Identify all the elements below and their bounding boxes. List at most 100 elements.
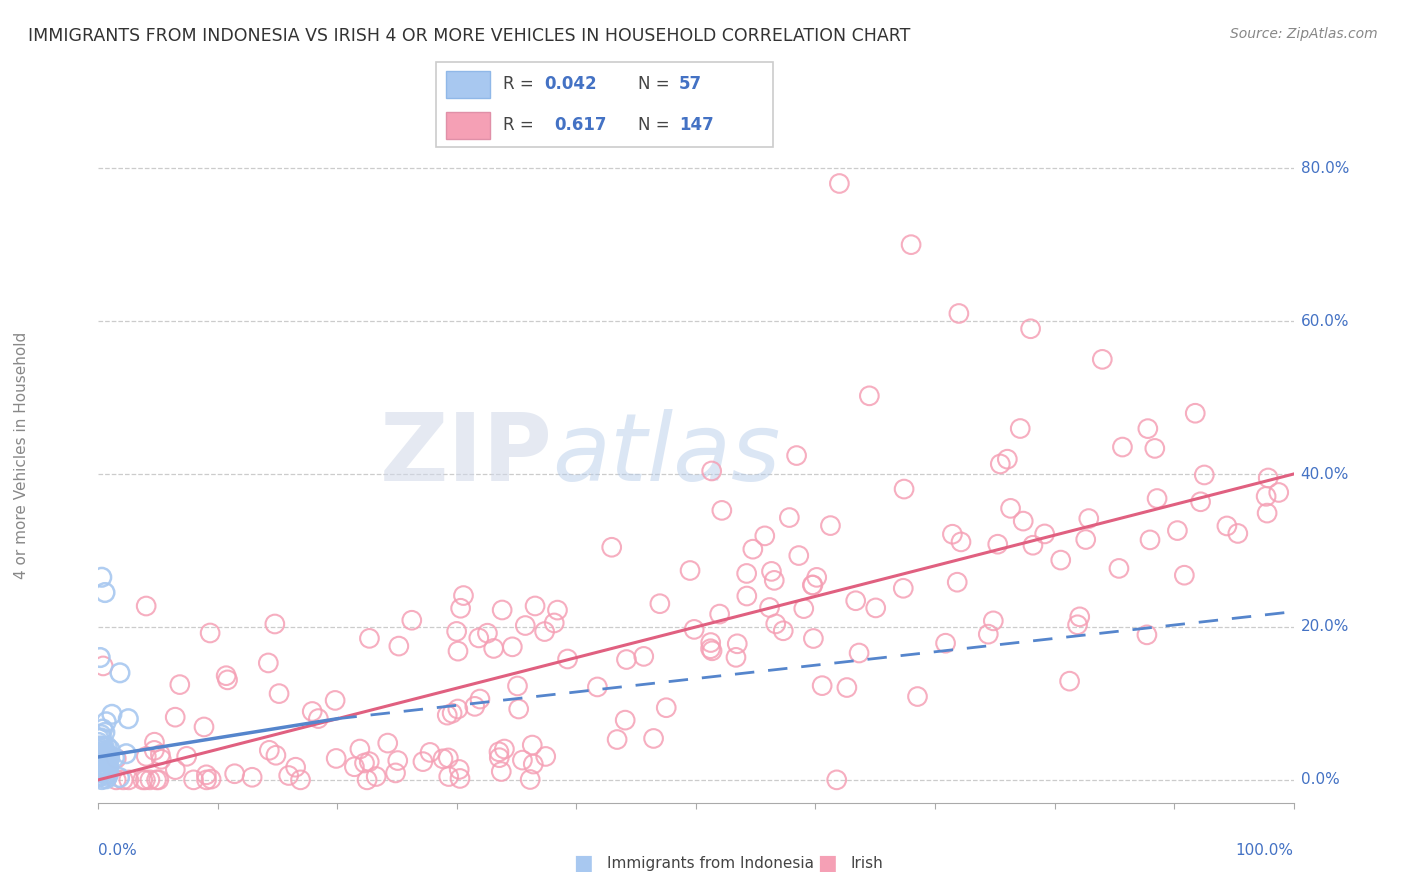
Point (941, 527, 963, 541)
Point (557, 652, 579, 666)
Point (98, 749, 121, 764)
Point (437, 770, 460, 784)
Point (97, 762, 120, 776)
Point (1108, 561, 1130, 575)
Point (778, 510, 800, 524)
Text: N =: N = (638, 76, 675, 94)
Text: ■: ■ (817, 854, 837, 873)
Text: Immigrants from Indonesia: Immigrants from Indonesia (607, 856, 814, 871)
Point (491, 764, 513, 779)
Point (96, 761, 118, 775)
Point (115, 747, 138, 761)
Point (87, 761, 110, 775)
Point (491, 603, 513, 617)
Point (267, 687, 290, 701)
Point (786, 449, 808, 463)
Text: Source: ZipAtlas.com: Source: ZipAtlas.com (1230, 27, 1378, 41)
Point (90, 731, 112, 745)
Point (307, 712, 329, 726)
Point (89, 753, 111, 767)
Point (1010, 421, 1032, 435)
Point (1059, 674, 1081, 689)
Point (94, 756, 117, 770)
Point (900, 237, 922, 252)
Point (1136, 628, 1159, 642)
Point (87, 740, 110, 755)
Point (412, 755, 434, 769)
Point (87, 735, 110, 749)
Point (90, 728, 112, 742)
Text: 0.0%: 0.0% (98, 843, 138, 858)
Point (735, 566, 758, 581)
Point (96, 714, 118, 729)
Point (806, 570, 828, 584)
Point (98, 742, 121, 756)
Text: 60.0%: 60.0% (1301, 314, 1348, 328)
Point (103, 750, 125, 764)
Text: 0.0%: 0.0% (1301, 772, 1340, 788)
Point (648, 597, 671, 611)
Point (437, 751, 460, 765)
Point (1256, 506, 1278, 520)
Point (488, 745, 510, 759)
Point (616, 652, 638, 666)
Text: 40.0%: 40.0% (1301, 467, 1348, 482)
Point (977, 627, 1000, 641)
Point (1012, 514, 1035, 528)
Point (195, 768, 218, 782)
Text: 4 or more Vehicles in Household: 4 or more Vehicles in Household (14, 331, 28, 579)
Point (488, 750, 510, 764)
Bar (446, 71, 489, 98)
Point (449, 763, 471, 777)
Point (468, 692, 491, 706)
Point (606, 732, 628, 747)
Point (263, 617, 285, 632)
Point (94, 585, 117, 599)
Point (277, 768, 299, 782)
Point (96, 739, 118, 754)
Text: 57: 57 (679, 76, 702, 94)
Point (419, 746, 441, 760)
Point (94, 725, 117, 739)
Point (679, 564, 702, 578)
Point (793, 601, 815, 615)
Point (388, 639, 411, 653)
Text: atlas: atlas (553, 409, 780, 500)
Point (359, 755, 381, 769)
Point (586, 680, 609, 694)
Point (741, 542, 763, 557)
Point (811, 679, 834, 693)
Point (284, 760, 307, 774)
Point (139, 772, 162, 787)
Point (724, 650, 747, 665)
Point (935, 636, 957, 650)
Point (891, 582, 914, 596)
Point (506, 679, 529, 693)
Point (87, 751, 110, 765)
Point (633, 649, 655, 664)
Point (143, 735, 166, 749)
Point (700, 464, 723, 478)
Point (948, 306, 970, 320)
Point (543, 615, 565, 630)
Bar (446, 112, 489, 139)
Point (987, 537, 1010, 551)
Point (1216, 519, 1239, 533)
FancyBboxPatch shape (436, 62, 773, 147)
Point (97, 769, 120, 783)
Point (436, 708, 458, 723)
Point (820, 518, 842, 533)
Point (132, 772, 155, 787)
Point (700, 644, 723, 658)
Point (90, 765, 112, 780)
Point (1267, 485, 1289, 500)
Point (134, 772, 156, 787)
Text: 0.617: 0.617 (554, 116, 606, 134)
Point (447, 702, 470, 716)
Point (801, 578, 824, 592)
Point (1173, 568, 1195, 582)
Point (105, 772, 128, 787)
Point (534, 749, 557, 764)
Text: Irish: Irish (851, 856, 883, 871)
Point (384, 766, 406, 780)
